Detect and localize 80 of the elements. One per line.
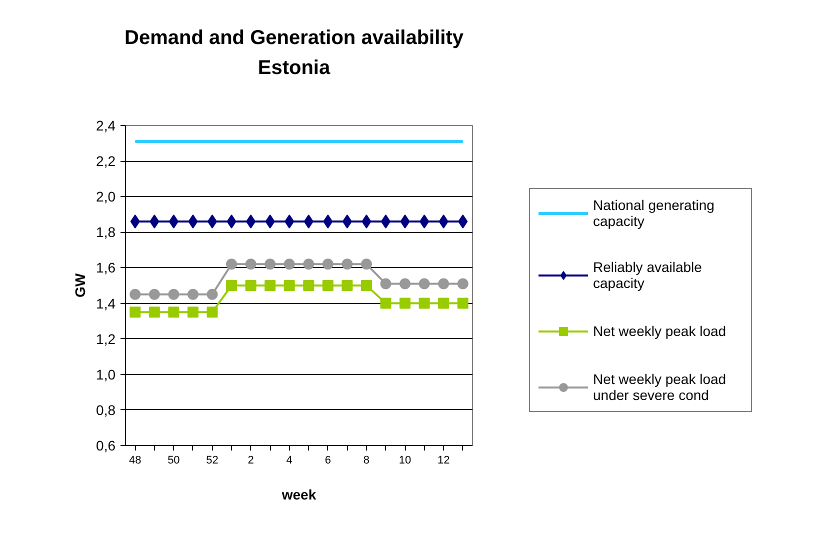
legend-label: National generating capacity <box>593 197 716 229</box>
point <box>207 214 218 228</box>
y-tick-label: 0,8 <box>96 402 116 418</box>
point <box>187 306 198 318</box>
x-tick-label: 2 <box>248 454 254 466</box>
y-tick-label: 0,6 <box>96 438 116 454</box>
legend-label: Net weekly peak load under severe cond <box>593 371 728 403</box>
point <box>226 258 238 270</box>
point <box>400 298 411 309</box>
point <box>360 280 372 291</box>
point <box>130 306 141 318</box>
point <box>438 298 450 309</box>
point <box>380 214 391 228</box>
point <box>264 280 276 291</box>
point <box>304 214 314 228</box>
point <box>419 214 430 228</box>
y-tick-label: 2,2 <box>96 153 116 170</box>
x-axis-title: week <box>280 486 316 502</box>
point <box>303 280 314 291</box>
point <box>400 214 410 228</box>
point <box>360 258 372 270</box>
point <box>226 280 238 291</box>
x-tick-label: 4 <box>286 454 292 466</box>
point <box>188 214 198 228</box>
point <box>148 306 160 318</box>
point <box>168 306 180 318</box>
point <box>168 214 179 228</box>
x-tick-label: 50 <box>168 454 180 466</box>
point <box>264 258 276 270</box>
point <box>226 214 236 228</box>
point <box>246 214 256 228</box>
point <box>206 306 218 318</box>
point <box>323 214 333 228</box>
x-tick-label: 10 <box>398 454 412 466</box>
x-tick-label: 52 <box>206 454 218 466</box>
point <box>457 278 468 290</box>
point <box>380 298 392 309</box>
point <box>130 214 140 228</box>
point <box>342 258 353 270</box>
point <box>418 298 430 309</box>
legend-label: Reliably available capacity <box>593 259 703 291</box>
y-tick-label: 1,6 <box>96 260 116 276</box>
y-tick-label: 2,0 <box>96 188 116 205</box>
x-tick-label: 6 <box>324 454 331 466</box>
y-tick-label: 1,2 <box>96 330 116 347</box>
point <box>148 288 160 300</box>
y-tick-label: 1,8 <box>96 224 116 240</box>
point <box>265 214 275 228</box>
point <box>418 278 430 290</box>
chart-title: Demand and Generation availability Estonia <box>124 26 464 81</box>
point <box>322 280 334 291</box>
point <box>130 288 141 300</box>
y-axis-title: GW <box>72 272 88 298</box>
point <box>322 258 334 270</box>
point <box>206 288 218 300</box>
point <box>150 214 160 228</box>
point <box>400 278 411 290</box>
x-tick-label: 8 <box>363 454 370 466</box>
y-tick-label: 2,4 <box>96 118 116 134</box>
point <box>284 214 294 228</box>
point <box>284 258 295 270</box>
point <box>284 280 295 291</box>
point <box>342 214 352 228</box>
point <box>168 288 180 300</box>
y-tick-label: 1,0 <box>96 366 116 382</box>
point <box>187 288 198 300</box>
point <box>303 258 314 270</box>
point <box>458 214 468 228</box>
point <box>438 278 450 290</box>
x-tick-label: 12 <box>437 454 450 466</box>
point <box>342 280 353 291</box>
point <box>380 278 392 290</box>
y-tick-label: 1,4 <box>96 295 116 312</box>
legend-label: Net weekly peak load <box>593 323 728 339</box>
point <box>362 214 372 228</box>
point <box>245 258 256 270</box>
point <box>245 280 256 291</box>
point <box>457 298 468 309</box>
x-tick-label: 48 <box>129 454 142 466</box>
point <box>438 214 448 228</box>
